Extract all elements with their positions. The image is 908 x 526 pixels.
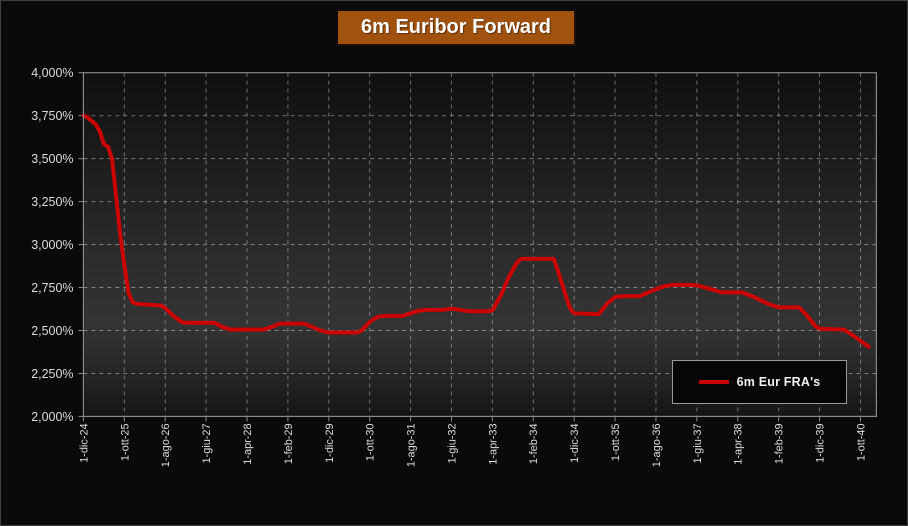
x-axis-tick-label: 1-feb-39 bbox=[774, 423, 786, 464]
x-axis-tick-label: 1-ott-40 bbox=[855, 423, 867, 461]
x-axis-tick-label: 1-ott-35 bbox=[610, 423, 622, 461]
x-axis-tick-label: 1-dic-34 bbox=[569, 423, 581, 463]
x-axis-tick-label: 1-ott-25 bbox=[119, 423, 131, 461]
x-axis-tick-label: 1-giu-37 bbox=[692, 423, 704, 463]
x-axis-tick-label: 1-ago-26 bbox=[160, 423, 172, 467]
y-axis-tick-label: 2,750% bbox=[31, 281, 73, 295]
y-axis-tick-label: 3,000% bbox=[31, 238, 73, 252]
chart-title: 6m Euribor Forward bbox=[338, 11, 574, 44]
legend: 6m Eur FRA's bbox=[672, 360, 847, 404]
y-axis-tick-label: 4,000% bbox=[31, 66, 73, 80]
legend-line-swatch bbox=[698, 380, 729, 384]
x-axis-tick-label: 1-giu-32 bbox=[446, 423, 458, 463]
x-axis-tick-label: 1-ago-31 bbox=[406, 423, 418, 467]
x-axis-tick-label: 1-apr-28 bbox=[242, 423, 254, 464]
x-axis-tick-label: 1-giu-27 bbox=[201, 423, 213, 463]
plot-background bbox=[83, 72, 877, 417]
x-axis-tick-label: 1-dic-39 bbox=[815, 423, 827, 463]
x-axis-tick-label: 1-ago-36 bbox=[651, 423, 663, 467]
x-axis-tick-label: 1-feb-29 bbox=[283, 423, 295, 464]
plot-border bbox=[82, 72, 877, 418]
y-axis-tick-label: 2,500% bbox=[31, 324, 73, 338]
x-axis-tick-label: 1-ott-30 bbox=[365, 423, 377, 461]
y-axis-tick-label: 3,500% bbox=[31, 152, 73, 166]
series-line bbox=[81, 113, 871, 349]
x-axis-tick-label: 1-dic-24 bbox=[78, 423, 90, 463]
legend-label: 6m Eur FRA's bbox=[736, 375, 821, 389]
x-axis-tick-label: 1-apr-33 bbox=[487, 423, 499, 464]
y-axis-tick-label: 3,750% bbox=[31, 109, 73, 123]
y-axis-tick-label: 3,250% bbox=[31, 195, 73, 209]
x-axis-tick-label: 1-dic-29 bbox=[324, 423, 336, 463]
x-axis-tick-label: 1-apr-38 bbox=[733, 423, 745, 464]
y-axis-tick-label: 2,250% bbox=[31, 367, 73, 381]
x-axis-tick-label: 1-feb-34 bbox=[528, 423, 540, 464]
y-axis-tick-label: 2,000% bbox=[31, 410, 73, 424]
